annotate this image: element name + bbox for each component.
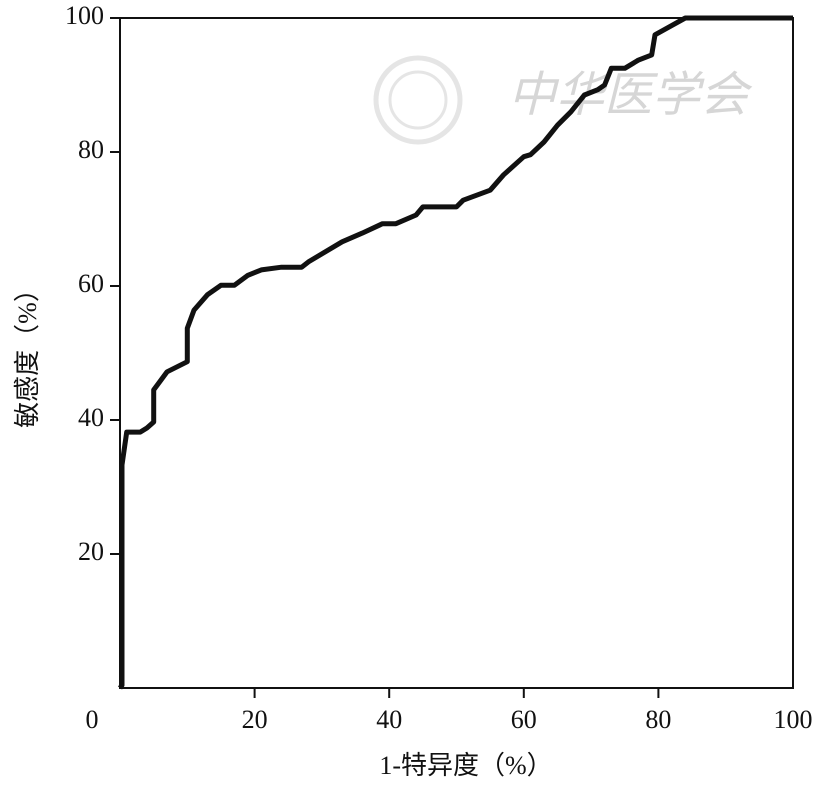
roc-curve — [117, 15, 793, 690]
y-tick-label: 60 — [78, 269, 104, 298]
y-tick-label: 20 — [78, 537, 104, 566]
x-tick-label: 20 — [242, 705, 268, 734]
watermark-logo — [373, 55, 463, 145]
x-tick-label: 80 — [645, 705, 671, 734]
x-axis-label: 1-特异度（%） — [379, 751, 552, 780]
x-tick-label: 60 — [511, 705, 537, 734]
y-tick-label: 100 — [65, 1, 104, 30]
y-axis-label: 敏感度（%） — [13, 276, 42, 428]
y-tick-label: 40 — [78, 403, 104, 432]
x-tick-label: 0 — [86, 705, 99, 734]
y-tick-label: 80 — [78, 135, 104, 164]
plot-frame — [119, 17, 794, 689]
watermark: 中华医学会 — [508, 69, 753, 122]
x-tick-label: 40 — [376, 705, 402, 734]
x-tick-label: 100 — [774, 705, 813, 734]
